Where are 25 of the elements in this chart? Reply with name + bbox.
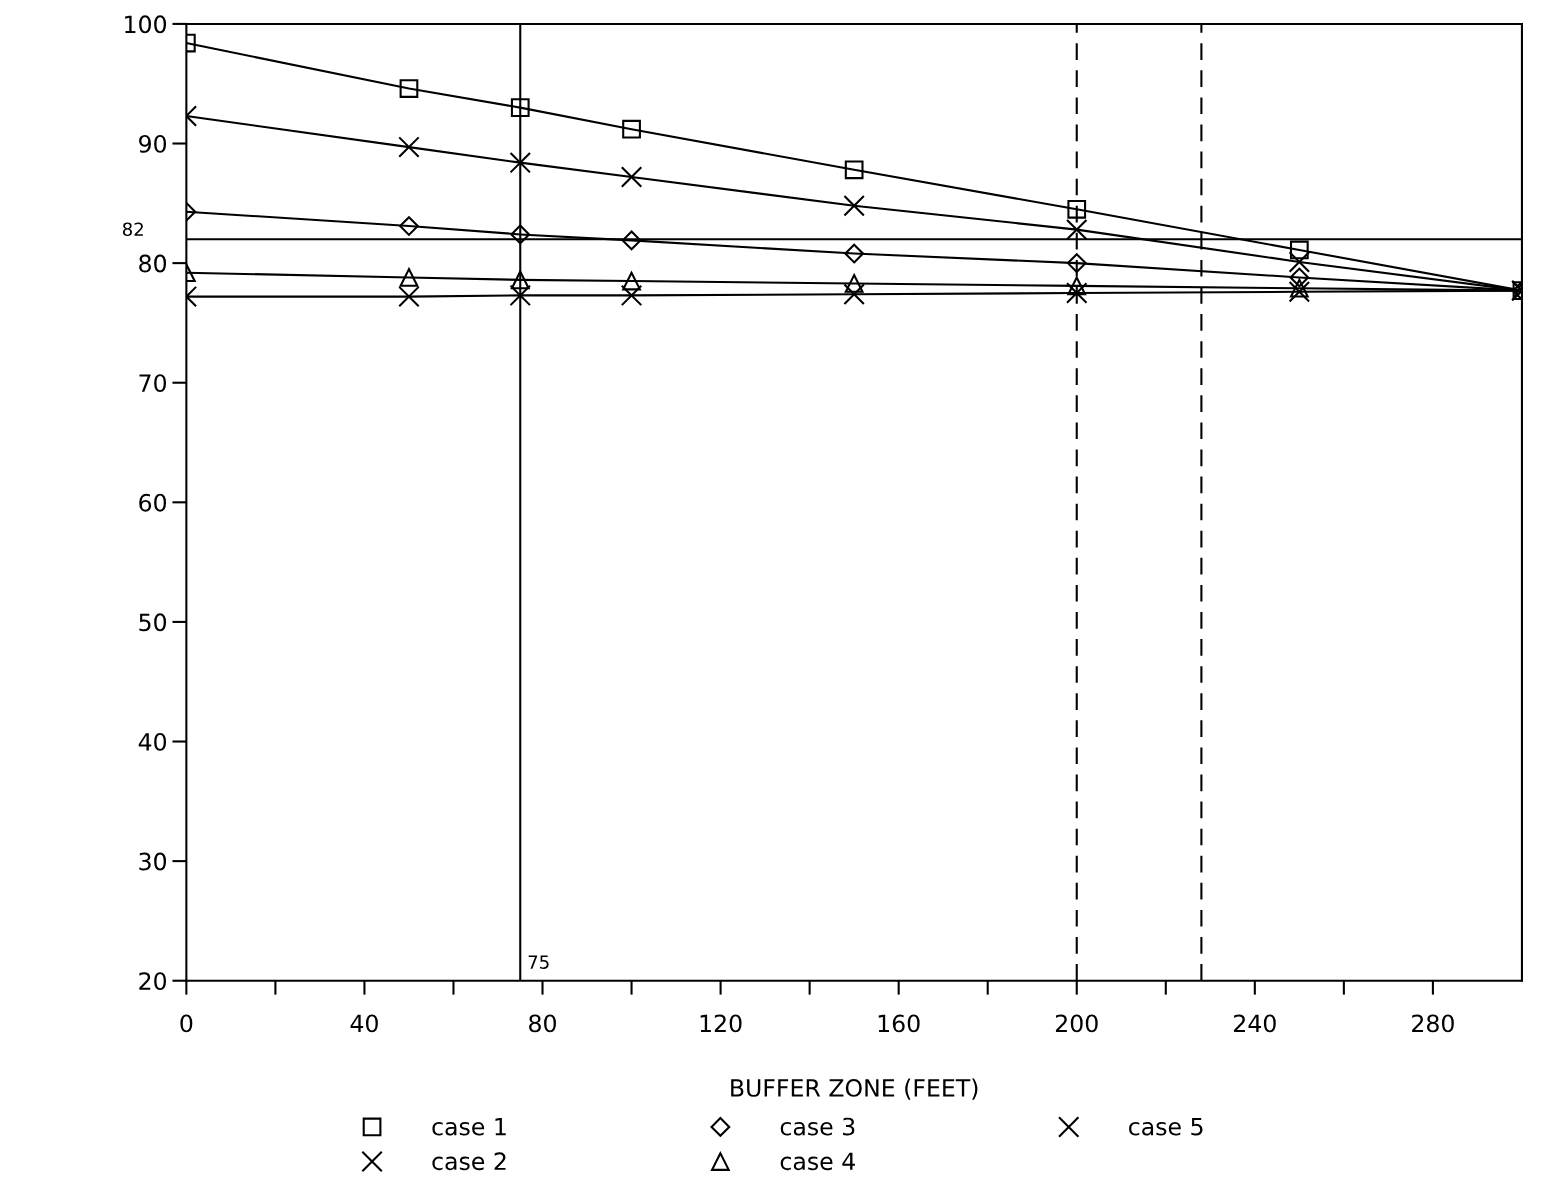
ref-line-label: 75 (528, 955, 549, 969)
x-tick-label: 160 (878, 1014, 920, 1033)
y-tick-label: 40 (138, 732, 167, 751)
y-tick-label: 20 (139, 972, 167, 991)
x-tick-label: 40 (350, 1014, 378, 1033)
legend-label: case 2 (432, 1152, 506, 1171)
y-tick-label: 30 (139, 852, 167, 871)
y-tick-label: 80 (139, 254, 167, 273)
ref-line-label: 82 (122, 222, 143, 237)
x-tick-label: 240 (1234, 1014, 1276, 1033)
x-tick-label: 280 (1412, 1014, 1454, 1033)
y-tick-label: 90 (139, 134, 167, 153)
y-tick-label: 50 (139, 613, 167, 632)
y-tick-label: 60 (139, 493, 167, 512)
x-tick-label: 120 (700, 1014, 742, 1033)
x-tick-label: 80 (529, 1014, 556, 1033)
x-tick-label: 0 (180, 1014, 193, 1033)
legend-label: case 3 (780, 1117, 855, 1136)
x-tick-label: 200 (1055, 1014, 1098, 1033)
legend-label: case 4 (780, 1152, 855, 1171)
y-tick-label: 70 (139, 374, 167, 393)
y-tick-label: 100 (125, 15, 167, 34)
legend-label: case 5 (1129, 1117, 1203, 1136)
x-axis-title: BUFFER ZONE (FEET) (731, 1078, 978, 1100)
legend-label: case 1 (432, 1117, 506, 1136)
